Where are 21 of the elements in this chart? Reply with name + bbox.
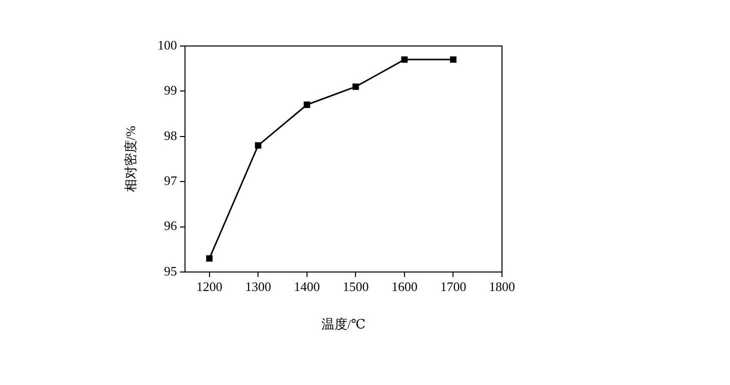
x-tick-label: 1300 bbox=[245, 279, 272, 294]
x-tick-label: 1400 bbox=[294, 279, 320, 294]
y-tick-label: 95 bbox=[164, 263, 177, 278]
point bbox=[304, 102, 310, 108]
point bbox=[254, 142, 262, 149]
point bbox=[450, 56, 456, 63]
x-tick-label: 1200 bbox=[196, 279, 222, 294]
x-axis-title: 温度/℃ bbox=[321, 316, 366, 332]
x-tick-label: 1500 bbox=[342, 279, 369, 294]
y-tick-label: 96 bbox=[164, 218, 178, 234]
x-tick-label: 1800 bbox=[489, 279, 515, 294]
y-axis-title: 相对密度/% bbox=[123, 126, 138, 192]
point bbox=[352, 83, 359, 90]
x-tick-label: 1700 bbox=[440, 279, 466, 294]
y-tick-label: 99 bbox=[164, 82, 177, 98]
y-tick-label: 97 bbox=[164, 173, 178, 188]
y-tick-label: 100 bbox=[158, 37, 177, 52]
y-tick-label: 98 bbox=[164, 128, 177, 143]
point bbox=[206, 255, 213, 262]
x-tick-label: 1600 bbox=[391, 279, 418, 294]
point bbox=[401, 56, 408, 63]
